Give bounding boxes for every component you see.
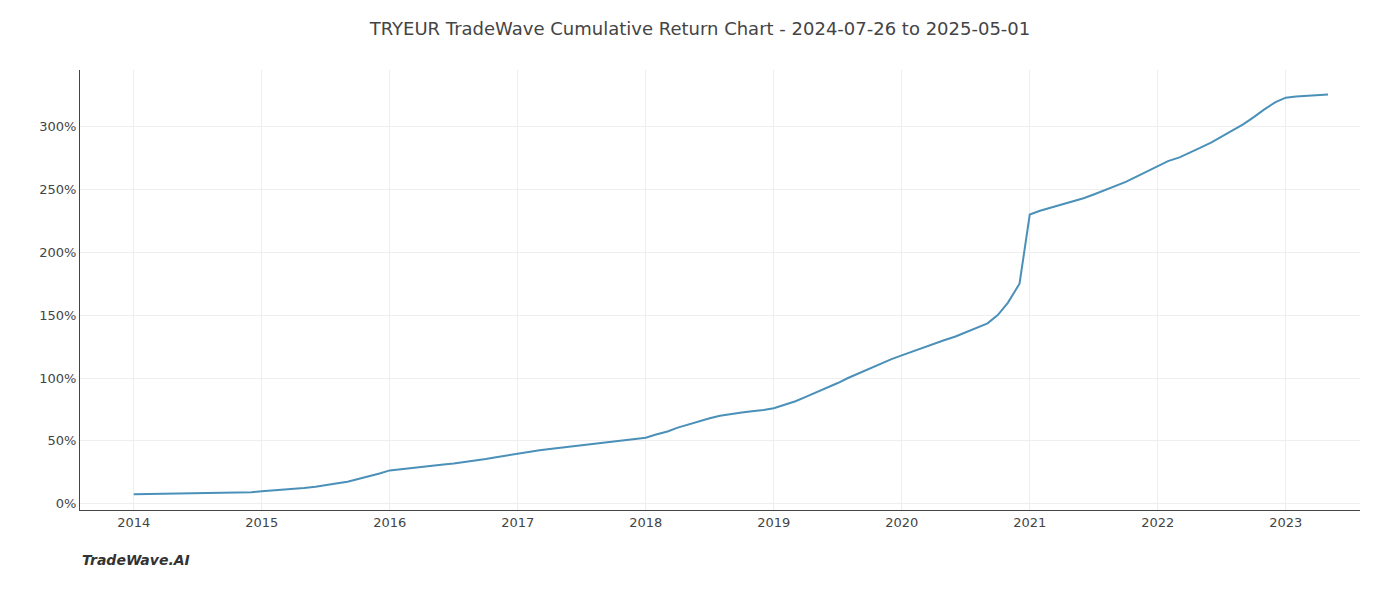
svg-text:2022: 2022: [1141, 515, 1174, 530]
svg-text:2015: 2015: [245, 515, 278, 530]
svg-text:2018: 2018: [629, 515, 662, 530]
svg-text:100%: 100%: [39, 371, 76, 386]
svg-text:TradeWave.AI: TradeWave.AI: [82, 552, 190, 568]
svg-text:200%: 200%: [39, 245, 76, 260]
svg-text:2020: 2020: [885, 515, 918, 530]
svg-text:50%: 50%: [47, 433, 76, 448]
svg-text:2014: 2014: [117, 515, 150, 530]
svg-text:2019: 2019: [757, 515, 790, 530]
svg-text:2016: 2016: [373, 515, 406, 530]
svg-text:0%: 0%: [56, 496, 77, 511]
svg-text:150%: 150%: [39, 308, 76, 323]
svg-text:TRYEUR TradeWave Cumulative Re: TRYEUR TradeWave Cumulative Return Chart…: [369, 18, 1031, 39]
svg-text:2023: 2023: [1269, 515, 1302, 530]
svg-text:2017: 2017: [501, 515, 534, 530]
svg-text:2021: 2021: [1013, 515, 1046, 530]
svg-text:300%: 300%: [39, 119, 76, 134]
svg-text:250%: 250%: [39, 182, 76, 197]
